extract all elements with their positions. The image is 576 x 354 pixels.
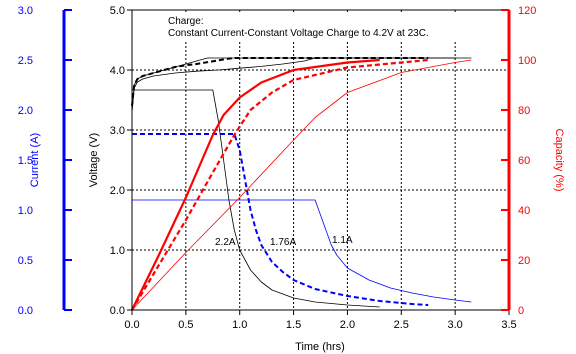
current-tick-label: 2.5 <box>18 55 33 67</box>
capacity-tick-label: 60 <box>518 155 530 167</box>
annotation-box <box>160 12 482 41</box>
x-tick-label: 2.0 <box>340 319 355 331</box>
current-tick-label: 1.0 <box>18 205 33 217</box>
current-tick-label: 0.5 <box>18 255 33 267</box>
series-line-capacity-7 <box>131 58 429 311</box>
capacity-tick-label: 40 <box>518 205 530 217</box>
capacity-tick-label: 80 <box>518 105 530 117</box>
voltage-tick-label: 2.0 <box>110 185 125 197</box>
series-line-current-3 <box>132 89 380 308</box>
series-label-2-2a: 2.2A <box>215 237 236 248</box>
series-label-1-1a: 1.1A <box>332 235 353 246</box>
capacity-tick-label: 20 <box>518 255 530 267</box>
x-tick-label: 3.0 <box>447 319 462 331</box>
current-axis-label: Current (A) <box>29 133 41 187</box>
capacity-tick-label: 120 <box>518 5 536 17</box>
series-line-capacity-6 <box>131 58 380 311</box>
voltage-tick-label: 4.0 <box>110 65 125 77</box>
axis-ticks: 0.0 0.5 1.0 1.5 2.0 2.5 3.0 3.5 0.0 1.0 2.0 3.0 4.0 5… <box>18 5 537 331</box>
capacity-tick-label: 0 <box>518 305 524 317</box>
series-line-current-5 <box>132 199 472 303</box>
x-tick-label: 1.5 <box>286 319 301 331</box>
series-line-current-4 <box>132 133 429 306</box>
voltage-tick-label: 5.0 <box>110 5 125 17</box>
series-line-capacity-8 <box>131 59 472 311</box>
x-tick-label: 2.5 <box>394 319 409 331</box>
series-label-1-76a: 1.76A <box>270 237 296 248</box>
current-tick-label: 3.0 <box>18 5 33 17</box>
current-tick-label: 2.0 <box>18 105 33 117</box>
series-layer <box>131 57 472 311</box>
x-tick-label: 0.0 <box>124 319 139 331</box>
series-line-voltage-1 <box>131 57 429 107</box>
capacity-tick-label: 100 <box>518 55 536 67</box>
plot-background <box>132 10 509 310</box>
annotation-line-1: Charge: <box>168 16 204 27</box>
voltage-axis-label: Voltage (V) <box>88 133 100 187</box>
x-tick-label: 0.5 <box>178 319 193 331</box>
x-tick-label: 3.5 <box>501 319 516 331</box>
voltage-tick-label: 3.0 <box>110 125 125 137</box>
grid-lines <box>132 10 509 310</box>
voltage-tick-label: 1.0 <box>110 245 125 257</box>
current-tick-label: 0.0 <box>18 305 33 317</box>
capacity-axis-label: Capacity (%) <box>553 129 565 192</box>
annotation-line-2: Constant Current-Constant Voltage Charge… <box>168 28 429 39</box>
voltage-tick-label: 0.0 <box>110 305 125 317</box>
x-axis-label: Time (hrs) <box>295 341 345 353</box>
series-line-voltage-2 <box>131 57 472 113</box>
x-tick-label: 1.0 <box>232 319 247 331</box>
current-tick-label: 1.5 <box>18 155 33 167</box>
